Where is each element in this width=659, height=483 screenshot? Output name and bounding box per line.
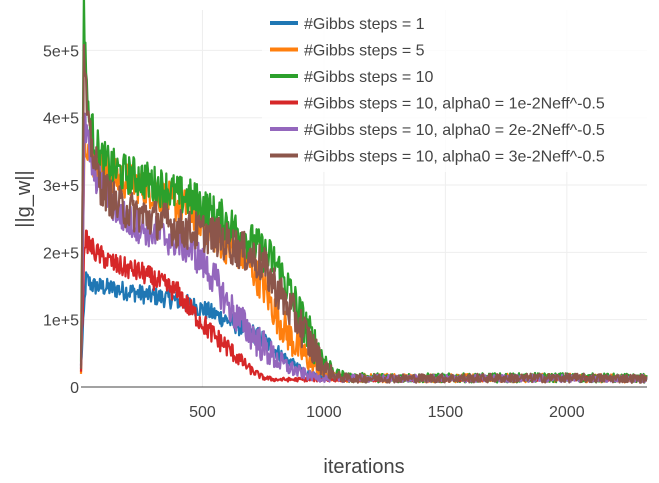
legend-entry: #Gibbs steps = 10, alpha0 = 1e-2Neff^-0.… [304, 96, 605, 113]
legend-entry: #Gibbs steps = 10, alpha0 = 2e-2Neff^-0.… [304, 122, 605, 139]
legend-entry: #Gibbs steps = 1 [304, 16, 425, 33]
x-tick-label: 1000 [306, 404, 342, 421]
y-axis-title: ||g_w|| [13, 170, 35, 227]
y-tick-label: 2e+5 [43, 245, 79, 262]
y-tick-label: 4e+5 [43, 111, 79, 128]
series-line-6 [79, 43, 648, 384]
y-tick-label: 1e+5 [43, 313, 79, 330]
legend-background [262, 8, 654, 172]
series-layer [79, 0, 648, 384]
series-line-4 [79, 229, 647, 383]
x-tick-label: 500 [189, 404, 216, 421]
y-tick-label: 0 [70, 380, 79, 397]
legend-entry: #Gibbs steps = 5 [304, 43, 425, 60]
legend: #Gibbs steps = 1 #Gibbs steps = 5 #Gibbs s… [262, 8, 654, 172]
y-tick-label: 5e+5 [43, 43, 79, 60]
x-tick-label: 2000 [549, 404, 585, 421]
y-tick-label: 3e+5 [43, 178, 79, 195]
axes: 500 1000 1500 2000 0 1e+5 2e+5 3e+5 4e+5 5e+5 [43, 43, 647, 421]
x-axis-title: iterations [323, 456, 404, 478]
legend-entry: #Gibbs steps = 10 [304, 69, 434, 86]
x-tick-label: 1500 [428, 404, 464, 421]
legend-entry: #Gibbs steps = 10, alpha0 = 3e-2Neff^-0.… [304, 149, 605, 166]
